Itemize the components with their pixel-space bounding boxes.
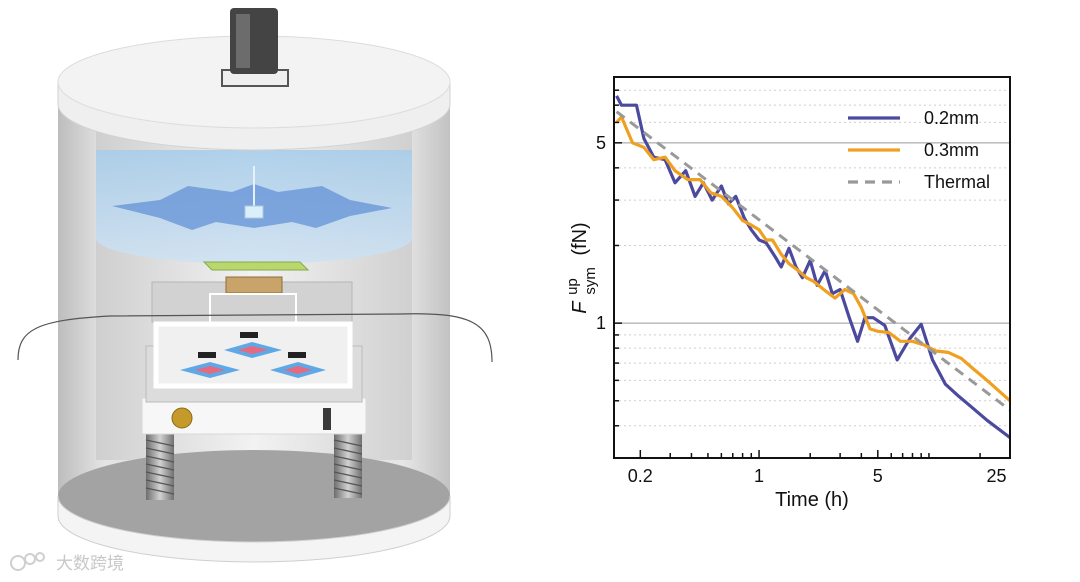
chamber-floor [58, 450, 450, 542]
y-axis-title: F up sym (fN) [560, 222, 600, 313]
series-line-1 [615, 95, 1011, 439]
x-tick-label: 25 [987, 466, 1007, 486]
platform-connector [323, 408, 331, 430]
apparatus-illustration [17, 8, 493, 563]
spring-left [145, 432, 175, 500]
svg-text:F up sym: F up sym (fN) [560, 222, 600, 313]
x-tick-label: 0.2 [628, 466, 653, 486]
y-axis-symbol: F [569, 300, 591, 314]
cable [17, 313, 493, 363]
legend-label-3: Thermal [924, 172, 990, 192]
axes: 0.2 1 5 25 1 5 [596, 89, 1007, 486]
y-axis-unit: (fN) [569, 222, 591, 255]
x-axis-title: Time (h) [775, 489, 849, 511]
legend: 0.2mm 0.3mm Thermal [848, 108, 990, 192]
y-tick-label: 5 [596, 133, 606, 153]
plot-frame [613, 76, 1011, 459]
magnet-array [180, 332, 326, 378]
watermark: 大数跨境 [10, 552, 124, 574]
series-layer [615, 95, 1012, 439]
mirror [244, 205, 264, 219]
wire-harness [209, 293, 297, 322]
spring-right [333, 432, 363, 498]
test-mass [225, 276, 283, 294]
watermark-text: 大数跨境 [56, 554, 124, 574]
chamber-base-rim [57, 495, 451, 563]
feedthrough-highlight [236, 14, 250, 68]
legend-label-1: 0.2mm [924, 108, 979, 128]
gauge-dial [171, 407, 193, 429]
y-tick-label: 1 [596, 313, 606, 333]
y-axis-superscript: up [564, 278, 581, 295]
chain-logo-icon [10, 552, 45, 571]
y-axis-subscript: sym [582, 267, 599, 295]
x-tick-label: 5 [873, 466, 883, 486]
grid [614, 89, 1010, 459]
attractor-plate [202, 261, 310, 271]
series-line-3 [615, 110, 1011, 412]
x-tick-label: 1 [754, 466, 764, 486]
legend-label-2: 0.3mm [924, 140, 979, 160]
